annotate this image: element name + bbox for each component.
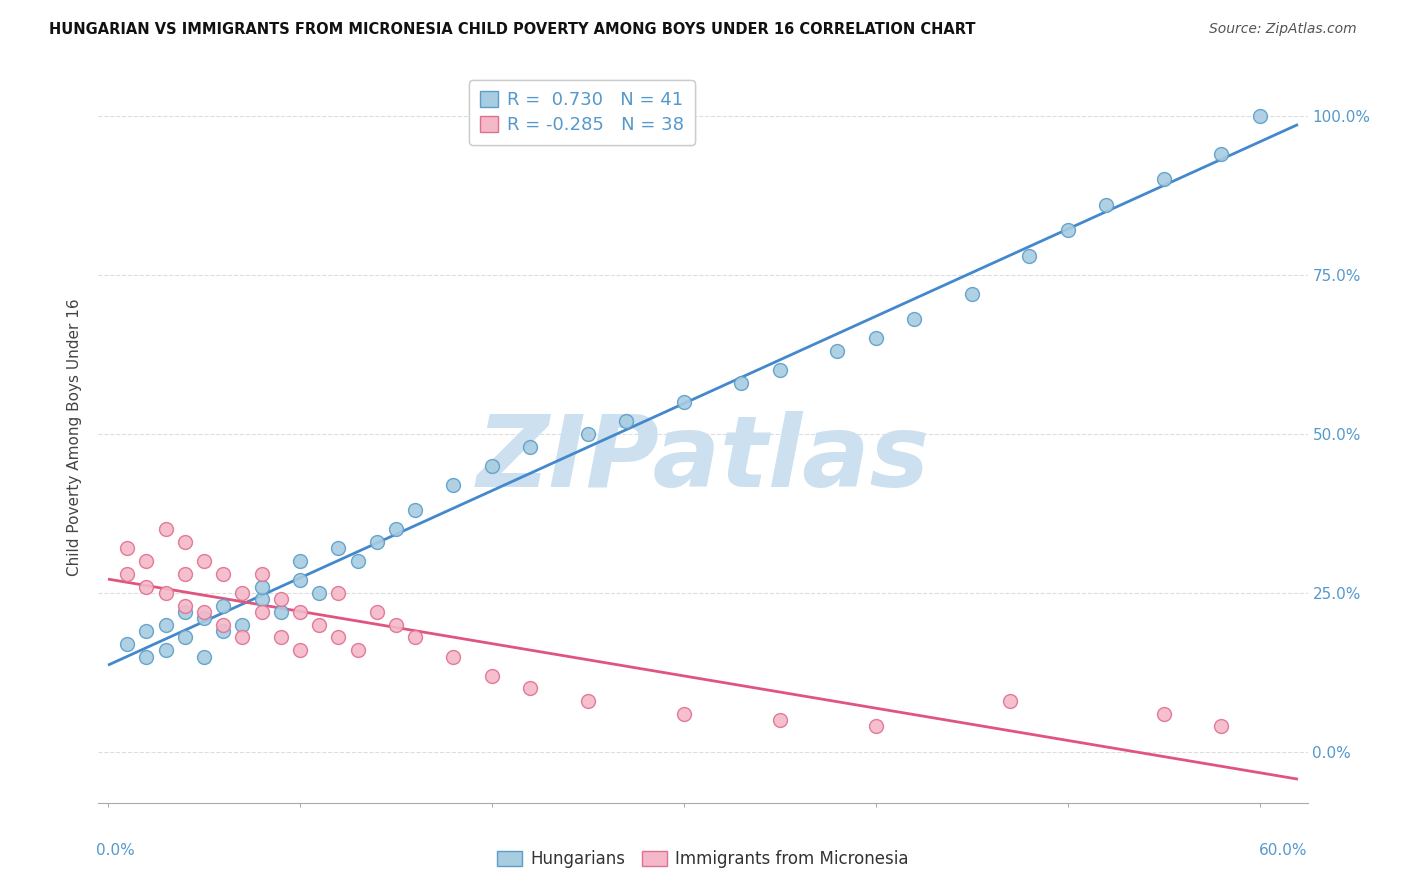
Point xyxy=(519,440,541,454)
Point xyxy=(346,554,368,568)
Point xyxy=(328,631,350,645)
Point xyxy=(308,586,330,600)
Point xyxy=(155,643,177,657)
Point xyxy=(865,331,887,345)
Point xyxy=(366,605,388,619)
Point xyxy=(328,541,350,556)
Point xyxy=(1211,719,1233,733)
Point xyxy=(865,719,887,733)
Point xyxy=(173,631,195,645)
Point xyxy=(288,605,311,619)
Point xyxy=(155,617,177,632)
Point xyxy=(173,599,195,613)
Point xyxy=(250,605,273,619)
Point xyxy=(193,554,215,568)
Point xyxy=(270,605,292,619)
Point xyxy=(366,535,388,549)
Point xyxy=(193,649,215,664)
Text: ZIPatlas: ZIPatlas xyxy=(477,410,929,508)
Point xyxy=(1249,109,1271,123)
Point xyxy=(672,706,695,721)
Point xyxy=(193,605,215,619)
Text: 60.0%: 60.0% xyxy=(1260,843,1308,858)
Point xyxy=(1018,249,1040,263)
Point xyxy=(135,649,157,664)
Point xyxy=(231,617,253,632)
Point xyxy=(903,312,925,326)
Text: Source: ZipAtlas.com: Source: ZipAtlas.com xyxy=(1209,22,1357,37)
Point xyxy=(769,363,792,377)
Point xyxy=(385,617,408,632)
Point xyxy=(173,566,195,581)
Point xyxy=(231,631,253,645)
Point xyxy=(827,344,849,359)
Point xyxy=(404,503,426,517)
Point xyxy=(519,681,541,696)
Point xyxy=(135,554,157,568)
Point xyxy=(212,599,235,613)
Point xyxy=(1153,172,1175,186)
Point xyxy=(1056,223,1078,237)
Point xyxy=(155,522,177,536)
Point xyxy=(481,458,503,473)
Point xyxy=(212,624,235,638)
Point xyxy=(385,522,408,536)
Point xyxy=(115,566,138,581)
Point xyxy=(481,668,503,682)
Point xyxy=(730,376,752,390)
Point xyxy=(135,624,157,638)
Point xyxy=(443,649,465,664)
Legend: Hungarians, Immigrants from Micronesia: Hungarians, Immigrants from Micronesia xyxy=(491,844,915,875)
Point xyxy=(212,617,235,632)
Point xyxy=(173,535,195,549)
Point xyxy=(250,566,273,581)
Point xyxy=(308,617,330,632)
Point xyxy=(328,586,350,600)
Point xyxy=(346,643,368,657)
Point xyxy=(1153,706,1175,721)
Point xyxy=(270,631,292,645)
Point xyxy=(212,566,235,581)
Point xyxy=(1095,198,1118,212)
Point xyxy=(155,586,177,600)
Point xyxy=(614,414,637,428)
Text: HUNGARIAN VS IMMIGRANTS FROM MICRONESIA CHILD POVERTY AMONG BOYS UNDER 16 CORREL: HUNGARIAN VS IMMIGRANTS FROM MICRONESIA … xyxy=(49,22,976,37)
Point xyxy=(960,287,983,301)
Point xyxy=(173,605,195,619)
Point xyxy=(443,477,465,491)
Point xyxy=(288,573,311,587)
Point xyxy=(115,637,138,651)
Legend: R =  0.730   N = 41, R = -0.285   N = 38: R = 0.730 N = 41, R = -0.285 N = 38 xyxy=(470,80,695,145)
Point xyxy=(288,643,311,657)
Point xyxy=(135,580,157,594)
Point xyxy=(769,713,792,727)
Point xyxy=(250,592,273,607)
Point xyxy=(672,395,695,409)
Point xyxy=(193,611,215,625)
Point xyxy=(250,580,273,594)
Point xyxy=(115,541,138,556)
Point xyxy=(288,554,311,568)
Y-axis label: Child Poverty Among Boys Under 16: Child Poverty Among Boys Under 16 xyxy=(67,298,83,576)
Point xyxy=(1211,147,1233,161)
Point xyxy=(270,592,292,607)
Point xyxy=(576,694,599,708)
Point xyxy=(998,694,1021,708)
Text: 0.0%: 0.0% xyxy=(96,843,135,858)
Point xyxy=(576,426,599,441)
Point xyxy=(231,586,253,600)
Point xyxy=(404,631,426,645)
